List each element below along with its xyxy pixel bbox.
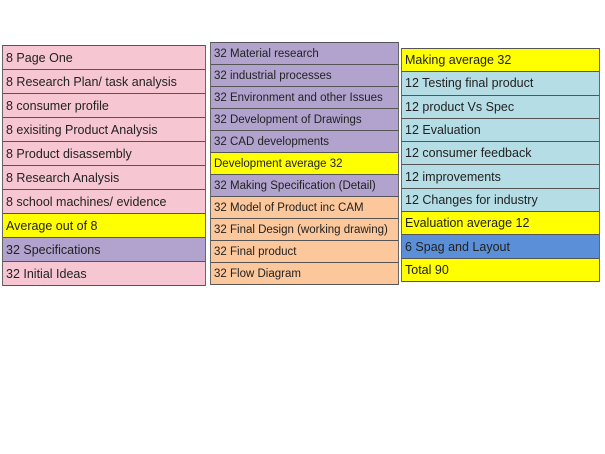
criteria-cell: 8 Research Analysis xyxy=(3,166,205,190)
criteria-cell: 32 Initial Ideas xyxy=(3,262,205,286)
criteria-cell: 12 improvements xyxy=(402,165,599,189)
criteria-cell: 8 Page One xyxy=(3,46,205,70)
criteria-column-3: Making average 32 12 Testing final produc… xyxy=(401,48,600,282)
criteria-cell: 8 consumer profile xyxy=(3,94,205,118)
criteria-cell: 6 Spag and Layout xyxy=(402,235,599,259)
criteria-column-2: 32 Material research 32 industrial proces… xyxy=(210,42,399,285)
criteria-cell: 8 Product disassembly xyxy=(3,142,205,166)
criteria-cell: Making average 32 xyxy=(402,49,599,73)
criteria-cell: 8 school machines/ evidence xyxy=(3,190,205,214)
criteria-cell: 32 Making Specification (Detail) xyxy=(211,175,398,197)
criteria-cell: 32 CAD developments xyxy=(211,131,398,153)
criteria-cell: Total 90 xyxy=(402,258,599,282)
criteria-cell: 32 Environment and other Issues xyxy=(211,87,398,109)
criteria-cell: 12 consumer feedback xyxy=(402,142,599,166)
criteria-cell: Average out of 8 xyxy=(3,214,205,238)
criteria-cell: 32 Model of Product inc CAM xyxy=(211,197,398,219)
criteria-column-1: 8 Page One 8 Research Plan/ task analysis… xyxy=(2,45,206,286)
criteria-cell: 12 Testing final product xyxy=(402,72,599,96)
criteria-cell: 32 Final product xyxy=(211,241,398,263)
criteria-cell: 8 Research Plan/ task analysis xyxy=(3,70,205,94)
criteria-cell: Evaluation average 12 xyxy=(402,212,599,236)
criteria-cell: 12 Evaluation xyxy=(402,118,599,143)
criteria-cell: 32 Development of Drawings xyxy=(211,109,398,131)
criteria-cell: 12 product Vs Spec xyxy=(402,95,599,119)
criteria-cell: Development average 32 xyxy=(211,153,398,175)
criteria-cell: 32 Final Design (working drawing) xyxy=(211,219,398,241)
criteria-cell: 32 Material research xyxy=(211,43,398,65)
criteria-cell: 12 Changes for industry xyxy=(402,188,599,213)
criteria-cell: 32 industrial processes xyxy=(211,65,398,87)
criteria-cell: 32 Flow Diagram xyxy=(211,263,398,285)
criteria-cell: 8 exisiting Product Analysis xyxy=(3,118,205,142)
criteria-cell: 32 Specifications xyxy=(3,238,205,262)
